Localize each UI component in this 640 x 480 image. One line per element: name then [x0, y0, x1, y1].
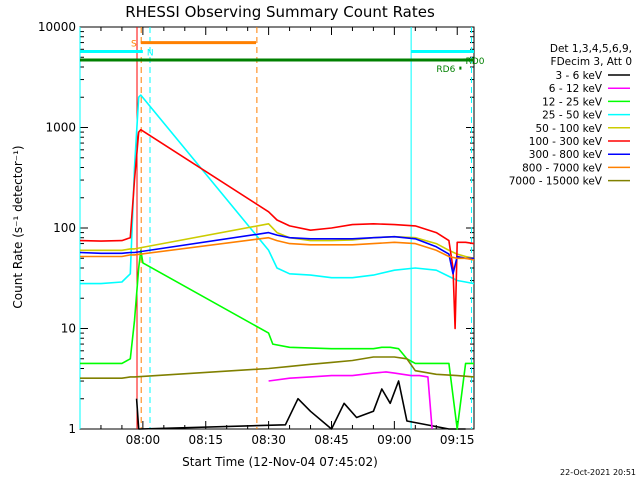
x-axis-label: Start Time (12-Nov-04 07:45:02) — [182, 455, 378, 469]
legend-entry-label: 3 - 6 keV — [555, 70, 602, 82]
series-line — [80, 356, 475, 380]
y-tick-label: 1 — [68, 422, 76, 436]
legend-entry-label: 12 - 25 keV — [542, 96, 603, 108]
series-line — [80, 236, 475, 261]
x-tick-label: 08:45 — [314, 433, 349, 447]
y-tick-label: 10 — [61, 322, 76, 336]
series-line — [79, 231, 474, 275]
plot-area: SN RD0 RD6 — [79, 26, 485, 430]
legend-entry-label: 300 - 800 keV — [529, 149, 603, 161]
series-line — [80, 249, 474, 430]
x-tick-label: 08:15 — [188, 433, 223, 447]
x-tick-label: 08:30 — [251, 433, 286, 447]
y-tick-labels: 1 10 100 1000 10000 — [38, 20, 76, 436]
state-bar-label: RD0 — [466, 57, 485, 67]
legend-entry-label: 25 - 50 keV — [542, 110, 603, 122]
series-line — [80, 94, 475, 285]
y-axis-label: Count Rate (s⁻¹ detector⁻¹) — [11, 145, 25, 308]
y-tick-label: 100 — [53, 221, 76, 235]
series-line — [135, 380, 466, 430]
legend-header-line-2: FDecim 3, Att 0 — [551, 56, 632, 68]
legend: Det 1,3,4,5,6,9, FDecim 3, Att 0 3 - 6 k… — [509, 43, 632, 188]
y-tick-label: 1000 — [45, 121, 76, 135]
series-line — [268, 371, 433, 430]
series-line — [80, 223, 475, 260]
x-tick-label: 08:00 — [126, 433, 161, 447]
x-tick-labels: 08:00 08:15 08:30 08:45 09:00 09:15 — [126, 433, 475, 447]
series-line — [79, 128, 475, 330]
chart-title: RHESSI Observing Summary Count Rates — [125, 3, 435, 21]
legend-entry-label: 50 - 100 keV — [535, 123, 602, 135]
x-tick-label: 09:00 — [377, 433, 412, 447]
plot-frame — [79, 26, 475, 430]
state-bar-label: N — [147, 49, 154, 59]
legend-entry-label: 800 - 7000 keV — [522, 162, 603, 174]
legend-entry-label: 6 - 12 keV — [549, 83, 603, 95]
legend-entry-label: 100 - 300 keV — [529, 136, 603, 148]
state-bar-label: RD6 — [436, 65, 455, 75]
state-bar-label: S — [131, 40, 137, 50]
y-tick-label: 10000 — [38, 20, 76, 34]
legend-header-line-1: Det 1,3,4,5,6,9, — [550, 43, 632, 55]
legend-entry-label: 7000 - 15000 keV — [509, 176, 603, 188]
footer-timestamp: 22-Oct-2021 20:51 — [560, 468, 636, 477]
x-tick-label: 09:15 — [440, 433, 475, 447]
